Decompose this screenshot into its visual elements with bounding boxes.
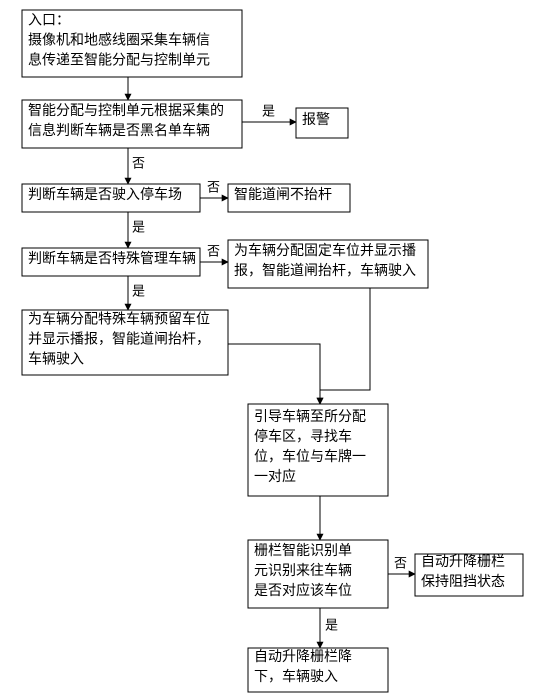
node-judge_black-line-0: 智能分配与控制单元根据采集的 (28, 102, 224, 119)
node-fence_block: 自动升降栅栏保持阻挡状态 (415, 554, 523, 596)
node-entry: 入口： 摄像机和地感线圈采集车辆信息传递至智能分配与控制单元 (22, 10, 242, 77)
node-special_slot-line-2: 车辆驶入 (28, 350, 84, 367)
node-judge_black: 智能分配与控制单元根据采集的信息判断车辆是否黑名单车辆 (22, 100, 242, 148)
edge-label-1: 是 (262, 104, 275, 119)
node-fence_block-line-0: 自动升降栅栏 (421, 554, 505, 570)
node-fixed_slot: 为车辆分配固定车位并显示播报，智能道闸抬杆，车辆驶入 (228, 240, 428, 288)
edge-label-11: 是 (325, 618, 338, 633)
node-guide-line-2: 位，车位与车牌一 (254, 448, 366, 465)
node-entry-line-2: 息传递至智能分配与控制单元 (28, 51, 210, 68)
node-special_slot: 为车辆分配特殊车辆预留车位并显示播报，智能道闸抬杆， 车辆驶入 (22, 310, 228, 375)
node-judge_enter-line-0: 判断车辆是否驶入停车场 (28, 186, 182, 203)
node-special_slot-line-1: 并显示播报，智能道闸抬杆， (28, 331, 210, 347)
node-fixed_slot-line-0: 为车辆分配固定车位并显示播 (234, 242, 416, 259)
node-judge_special: 判断车辆是否特殊管理车辆 (22, 248, 200, 276)
node-fence_block-line-1: 保持阻挡状态 (421, 574, 505, 590)
node-judge_black-line-1: 信息判断车辆是否黑名单车辆 (28, 122, 210, 139)
node-fixed_slot-line-1: 报，智能道闸抬杆，车辆驶入 (234, 262, 416, 279)
node-fence_judge-line-2: 是否对应该车位 (254, 582, 352, 599)
flowchart-canvas: 入口：摄像机和地感线圈采集车辆信息传递至智能分配与控制单元智能分配与控制单元根据… (0, 0, 546, 695)
node-fence_down-line-0: 自动升降栅栏降 (254, 649, 352, 665)
edge-label-4: 是 (132, 220, 145, 235)
edge-label-5: 否 (207, 244, 220, 259)
node-guide: 引导车辆至所分配停车区，寻找车位，车位与车牌一一对应 (248, 404, 388, 496)
node-judge_enter: 判断车辆是否驶入停车场 (22, 184, 200, 212)
node-fence_judge: 栅栏智能识别单元识别来往车辆是否对应该车位 (248, 540, 388, 608)
edge-label-3: 否 (207, 180, 220, 195)
edge-label-2: 否 (132, 156, 145, 171)
edge-label-10: 否 (394, 556, 407, 571)
node-judge_special-line-0: 判断车辆是否特殊管理车辆 (28, 250, 196, 267)
node-entry-line-1: 摄像机和地感线圈采集车辆信 (28, 31, 210, 48)
edge-fixed_slot-guide (320, 288, 370, 404)
node-fence_judge-line-0: 栅栏智能识别单 (254, 543, 352, 559)
node-fence_judge-line-1: 元识别来往车辆 (254, 562, 352, 579)
edge-label-6: 是 (132, 284, 145, 299)
node-guide-line-3: 一对应 (254, 468, 296, 485)
node-entry-line-0: 入口： (28, 13, 70, 28)
node-no_lift-line-0: 智能道闸不抬杆 (234, 187, 332, 203)
node-guide-line-1: 停车区，寻找车 (254, 428, 352, 445)
edge-special_slot-guide (228, 344, 320, 404)
node-fence_down-line-1: 下，车辆驶入 (254, 668, 338, 685)
node-guide-line-0: 引导车辆至所分配 (254, 408, 366, 425)
node-alarm-line-0: 报警 (302, 112, 330, 128)
node-no_lift: 智能道闸不抬杆 (228, 184, 350, 212)
node-special_slot-line-0: 为车辆分配特殊车辆预留车位 (28, 310, 210, 327)
node-fence_down: 自动升降栅栏降下，车辆驶入 (248, 648, 388, 692)
node-alarm: 报警 (296, 108, 348, 138)
